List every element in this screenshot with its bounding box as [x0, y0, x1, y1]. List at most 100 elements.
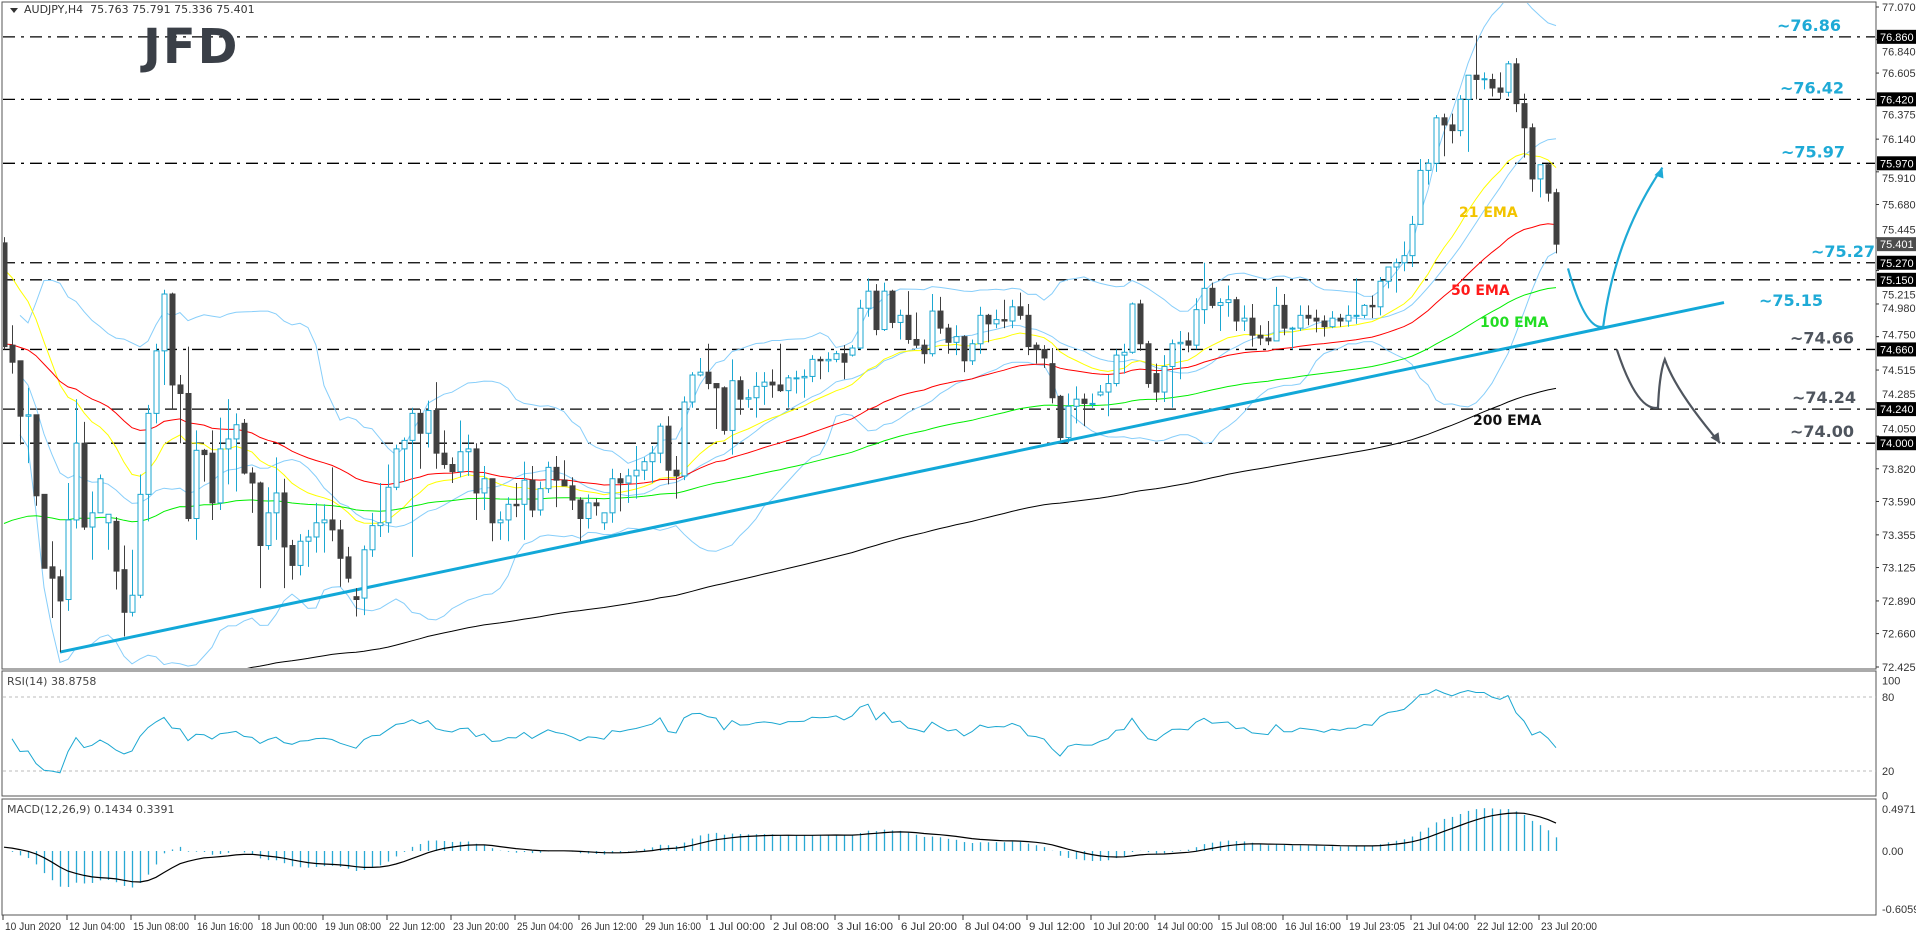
- candle-body: [569, 485, 576, 501]
- x-tick-label: 12 Jun 04:00: [69, 921, 125, 933]
- candle-body: [417, 412, 424, 434]
- candle: [57, 569, 64, 653]
- x-tick-label: 1 Jul 00:00: [709, 921, 765, 933]
- candle: [1073, 386, 1080, 424]
- candle: [921, 339, 928, 364]
- candle: [1033, 342, 1040, 364]
- candle: [649, 446, 656, 483]
- level-label: ~75.27: [1811, 242, 1875, 261]
- candle: [1289, 326, 1296, 350]
- candle-body: [1089, 402, 1096, 405]
- candle-body: [657, 425, 664, 454]
- level-price-tag-text: 74.240: [1880, 404, 1914, 416]
- candle: [353, 588, 360, 617]
- bearish-scenario-arrow: [1615, 349, 1721, 444]
- candle-body: [817, 358, 824, 362]
- candle-body: [3, 242, 8, 348]
- ema-100-label: 100 EMA: [1480, 315, 1549, 331]
- rsi-line: [11, 689, 1557, 774]
- candle-body: [313, 522, 320, 538]
- dropdown-triangle-icon[interactable]: [10, 7, 18, 13]
- candle-body: [289, 545, 296, 566]
- candle: [1137, 299, 1144, 351]
- candle: [625, 468, 632, 503]
- candle: [681, 396, 688, 481]
- candle-body: [873, 290, 880, 331]
- candle-body: [953, 336, 960, 343]
- candle: [553, 455, 560, 508]
- candle: [1361, 303, 1368, 319]
- level-label: ~76.42: [1780, 78, 1844, 97]
- x-tick-label: 26 Jun 12:00: [581, 921, 637, 933]
- candle-body: [777, 384, 784, 392]
- candle-body: [193, 449, 200, 520]
- candle: [785, 375, 792, 408]
- level-label: ~75.97: [1781, 142, 1845, 161]
- candle-body: [1337, 317, 1344, 322]
- candle-body: [785, 377, 792, 392]
- candle: [3, 237, 8, 350]
- candle: [737, 376, 744, 415]
- main-plot: [3, 3, 1875, 668]
- candle: [937, 296, 944, 334]
- candle: [465, 434, 472, 476]
- rsi-panel-frame: [1, 670, 1877, 797]
- candle-body: [793, 377, 800, 380]
- y-tick-label: 74.750: [1882, 330, 1916, 342]
- candle-body: [1265, 337, 1272, 342]
- candle: [217, 417, 224, 510]
- candle-body: [177, 384, 184, 394]
- candle-body: [57, 576, 64, 602]
- candle-body: [473, 448, 480, 494]
- candle-body: [1497, 87, 1504, 93]
- candle-body: [1009, 306, 1016, 322]
- candle-body: [585, 502, 592, 520]
- candle-body: [185, 392, 192, 520]
- candle-body: [89, 512, 96, 528]
- chart-title[interactable]: AUDJPY,H4 75.763 75.791 75.336 75.401: [10, 3, 255, 16]
- candle-body: [1465, 74, 1472, 100]
- candle-body: [1257, 334, 1264, 339]
- candle-body: [393, 448, 400, 488]
- candle: [977, 306, 984, 354]
- level-price-tag: [1877, 92, 1916, 107]
- candle-body: [1289, 327, 1296, 330]
- candle: [1481, 72, 1488, 90]
- candle: [1161, 355, 1168, 403]
- candle: [1393, 258, 1400, 293]
- candle: [1009, 299, 1016, 329]
- candle: [897, 309, 904, 340]
- x-tick-label: 16 Jun 16:00: [197, 921, 253, 933]
- candle: [1313, 309, 1320, 333]
- candle: [1433, 114, 1440, 172]
- candle: [17, 360, 24, 445]
- level-label: ~74.24: [1792, 388, 1856, 407]
- x-tick-label: 22 Jul 12:00: [1477, 921, 1533, 933]
- candle-body: [833, 353, 840, 360]
- candle: [705, 343, 712, 390]
- candle-body: [897, 314, 904, 323]
- candle-body: [745, 397, 752, 400]
- candle: [561, 460, 568, 487]
- candle-body: [273, 492, 280, 514]
- y-tick-label: 76.140: [1882, 134, 1916, 146]
- candle-body: [809, 358, 816, 377]
- candle-body: [1145, 343, 1152, 385]
- candle: [1089, 393, 1096, 408]
- candle-body: [1353, 314, 1360, 317]
- candle: [969, 339, 976, 366]
- candle: [1409, 215, 1416, 268]
- candle-body: [937, 310, 944, 329]
- candle-body: [1505, 63, 1512, 93]
- candle: [65, 482, 72, 611]
- candle: [881, 282, 888, 331]
- candle-body: [1433, 117, 1440, 164]
- candle: [297, 534, 304, 576]
- candle: [49, 541, 56, 618]
- candle-body: [1193, 309, 1200, 346]
- candle-body: [609, 478, 616, 514]
- y-tick-label: 75.910: [1882, 173, 1916, 185]
- candle-body: [361, 549, 368, 599]
- candle: [161, 289, 168, 385]
- arrow-head-icon: [1710, 432, 1720, 444]
